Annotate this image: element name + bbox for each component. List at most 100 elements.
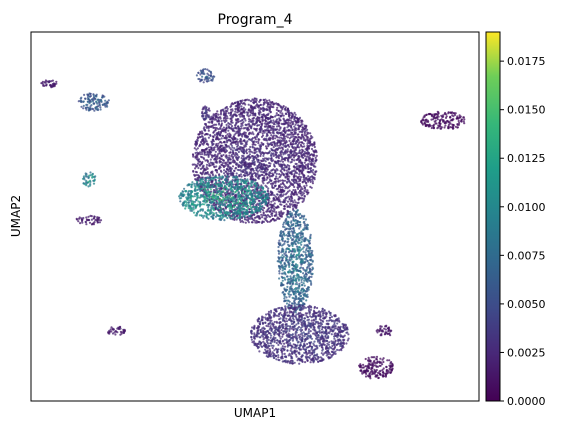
- data-point: [222, 187, 225, 190]
- data-point: [225, 105, 228, 109]
- data-point: [288, 153, 291, 156]
- data-point: [202, 106, 205, 109]
- data-point: [269, 110, 272, 113]
- data-point: [290, 203, 293, 206]
- data-point: [204, 169, 207, 172]
- data-point: [245, 209, 248, 212]
- data-point: [243, 135, 247, 138]
- data-point: [279, 200, 282, 203]
- data-point: [255, 129, 258, 132]
- data-point: [292, 169, 295, 172]
- data-point: [201, 110, 204, 114]
- data-point: [203, 149, 206, 152]
- data-point: [278, 173, 281, 176]
- data-point: [303, 125, 307, 128]
- data-point: [287, 205, 290, 208]
- data-point: [303, 195, 306, 198]
- data-point: [273, 210, 276, 213]
- data-point: [218, 160, 221, 163]
- data-point: [288, 197, 291, 200]
- data-point: [233, 169, 236, 172]
- data-point: [244, 103, 247, 106]
- data-point: [296, 213, 300, 217]
- data-point: [306, 142, 309, 145]
- data-point: [255, 168, 258, 171]
- data-point: [181, 190, 184, 193]
- data-point: [253, 136, 256, 139]
- data-point: [237, 120, 240, 123]
- data-point: [286, 157, 289, 160]
- data-point: [248, 162, 251, 165]
- data-point: [240, 140, 243, 143]
- data-point: [79, 99, 82, 102]
- data-point: [275, 156, 278, 159]
- data-point: [222, 164, 225, 167]
- data-point: [232, 127, 235, 130]
- data-point: [252, 157, 255, 160]
- data-point: [241, 102, 244, 105]
- data-point: [200, 182, 203, 185]
- data-point: [286, 180, 289, 183]
- data-point: [195, 148, 198, 151]
- data-point: [302, 192, 305, 195]
- data-point: [288, 145, 291, 148]
- data-point: [266, 164, 269, 167]
- data-point: [198, 151, 202, 154]
- data-point: [216, 198, 219, 201]
- data-point: [306, 131, 309, 134]
- data-point: [246, 127, 249, 131]
- data-point: [258, 193, 261, 196]
- data-point: [277, 186, 280, 189]
- data-point: [233, 197, 236, 200]
- data-point: [205, 142, 208, 146]
- data-point: [257, 142, 260, 145]
- data-point: [249, 120, 253, 123]
- data-point: [196, 162, 200, 165]
- data-point: [206, 197, 209, 200]
- data-point: [244, 202, 247, 205]
- data-point: [235, 156, 238, 159]
- data-point: [226, 213, 229, 216]
- data-point: [197, 71, 200, 74]
- data-point: [187, 203, 190, 206]
- data-point: [295, 238, 298, 241]
- data-point: [264, 217, 267, 220]
- data-point: [233, 196, 236, 199]
- data-point: [250, 183, 253, 187]
- data-point: [204, 198, 207, 201]
- data-point: [301, 133, 304, 136]
- data-point: [290, 197, 294, 200]
- data-point: [225, 161, 228, 164]
- data-point: [218, 149, 221, 152]
- data-point: [87, 98, 90, 101]
- data-point: [271, 193, 274, 196]
- data-point: [251, 201, 254, 204]
- data-point: [242, 212, 245, 215]
- data-point: [271, 212, 274, 215]
- data-point: [213, 158, 216, 161]
- data-point: [288, 175, 291, 178]
- data-point: [299, 164, 303, 167]
- data-point: [209, 70, 212, 73]
- data-point: [295, 172, 298, 175]
- data-point: [239, 206, 242, 209]
- data-point: [200, 162, 203, 165]
- data-point: [271, 169, 274, 172]
- data-point: [293, 118, 296, 121]
- data-point: [198, 205, 202, 208]
- data-point: [209, 74, 212, 78]
- data-point: [273, 219, 276, 222]
- data-point: [266, 176, 269, 180]
- data-point: [190, 186, 193, 189]
- data-point: [266, 139, 269, 142]
- data-point: [273, 202, 276, 205]
- data-point: [262, 163, 265, 166]
- data-point: [305, 255, 308, 259]
- data-point: [267, 151, 271, 154]
- data-point: [269, 142, 272, 145]
- data-point: [239, 137, 242, 141]
- data-point: [265, 210, 268, 213]
- data-point: [246, 114, 249, 117]
- data-point: [236, 149, 239, 152]
- data-point: [222, 129, 225, 132]
